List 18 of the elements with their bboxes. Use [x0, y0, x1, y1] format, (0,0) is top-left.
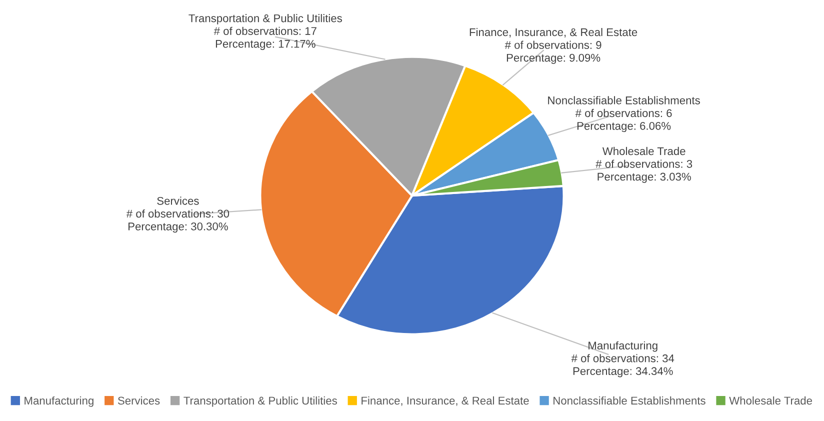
legend-label: Manufacturing [24, 396, 94, 407]
slice-label: Services [157, 196, 199, 205]
slice-label: Wholesale Trade [602, 146, 686, 156]
legend-label: Transportation & Public Utilities [184, 396, 337, 407]
data-label: # of observations: 30 Percentage: 30.30% [126, 209, 230, 233]
data-label: # of observations: 17 Percentage: 17.17% [214, 26, 316, 50]
data-label: # of observations: 3 Percentage: 3.03% [596, 160, 692, 183]
slice-label: Nonclassifiable Establishments [548, 96, 700, 104]
legend-label: Services [118, 396, 160, 405]
data-label: # of observations: 6 Percentage: 6.06% [575, 108, 672, 132]
slice-label: Manufacturing [588, 341, 658, 352]
slice-label: Finance, Insurance, & Real Estate [470, 28, 638, 38]
legend-label: Finance, Insurance, & Real Estate [362, 396, 529, 406]
data-label: # of observations: 34 Percentage: 34.34% [571, 354, 674, 378]
legend-label: Nonclassifiable Establishments [554, 396, 706, 405]
slice-label: Transportation & Public Utilities [188, 14, 342, 24]
legend-label: Wholesale Trade [729, 396, 812, 405]
data-label: # of observations: 9 Percentage: 9.09% [504, 40, 602, 64]
